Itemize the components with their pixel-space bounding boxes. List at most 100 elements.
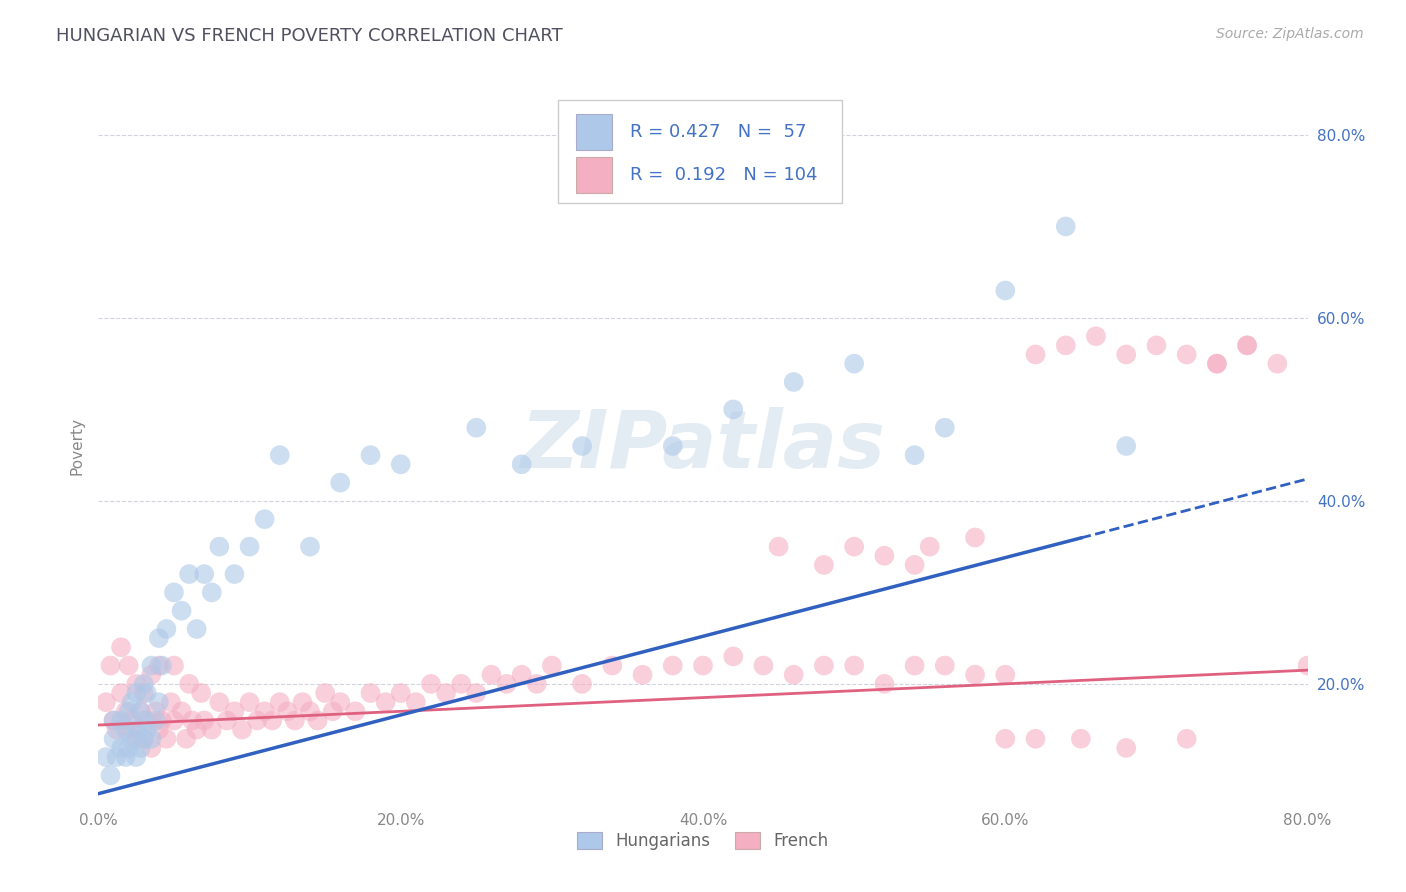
- Point: [934, 658, 956, 673]
- Point: [141, 731, 163, 746]
- Point: [450, 677, 472, 691]
- Point: [186, 622, 208, 636]
- Point: [148, 723, 170, 737]
- Point: [135, 714, 157, 728]
- Point: [103, 731, 125, 746]
- Point: [661, 439, 683, 453]
- Point: [201, 723, 224, 737]
- Point: [1206, 357, 1229, 371]
- Point: [1054, 219, 1077, 234]
- Point: [150, 658, 173, 673]
- Point: [510, 667, 533, 681]
- Point: [125, 731, 148, 746]
- Point: [329, 695, 352, 709]
- Point: [571, 677, 593, 691]
- Point: [121, 714, 143, 728]
- Point: [389, 686, 412, 700]
- Point: [904, 558, 927, 572]
- Point: [844, 357, 866, 371]
- Point: [125, 677, 148, 691]
- Point: [121, 731, 143, 746]
- Point: [873, 677, 896, 691]
- Point: [1206, 357, 1229, 371]
- Point: [110, 740, 132, 755]
- Point: [132, 686, 155, 700]
- Point: [465, 686, 488, 700]
- Point: [752, 658, 775, 673]
- Point: [1175, 347, 1198, 361]
- Point: [1267, 357, 1289, 371]
- Point: [163, 585, 186, 599]
- Point: [114, 750, 136, 764]
- Point: [105, 723, 128, 737]
- Point: [105, 750, 128, 764]
- Point: [135, 723, 157, 737]
- Text: R = 0.427   N =  57: R = 0.427 N = 57: [630, 123, 807, 141]
- Point: [132, 731, 155, 746]
- Point: [179, 567, 201, 582]
- Point: [94, 750, 117, 764]
- Point: [253, 704, 276, 718]
- Point: [526, 677, 548, 691]
- Text: Source: ZipAtlas.com: Source: ZipAtlas.com: [1216, 27, 1364, 41]
- Point: [965, 667, 987, 681]
- Point: [163, 714, 186, 728]
- Point: [276, 704, 298, 718]
- Point: [813, 658, 835, 673]
- Point: [208, 540, 231, 554]
- Point: [1115, 439, 1137, 453]
- Point: [329, 475, 352, 490]
- Point: [114, 704, 136, 718]
- Point: [125, 750, 148, 764]
- Point: [231, 723, 253, 737]
- Point: [1115, 740, 1137, 755]
- Point: [246, 714, 269, 728]
- Point: [269, 695, 291, 709]
- Point: [1175, 731, 1198, 746]
- Point: [132, 731, 155, 746]
- Point: [299, 540, 322, 554]
- Point: [481, 667, 503, 681]
- Point: [994, 284, 1017, 298]
- Point: [121, 695, 143, 709]
- Point: [405, 695, 427, 709]
- Point: [110, 640, 132, 655]
- Point: [299, 704, 322, 718]
- Point: [135, 686, 157, 700]
- Point: [110, 686, 132, 700]
- Point: [1144, 338, 1167, 352]
- Point: [193, 567, 215, 582]
- Point: [360, 686, 382, 700]
- Text: ZIPatlas: ZIPatlas: [520, 407, 886, 485]
- Legend: Hungarians, French: Hungarians, French: [569, 824, 837, 859]
- Point: [965, 531, 987, 545]
- Point: [181, 714, 204, 728]
- Point: [389, 458, 412, 472]
- Point: [692, 658, 714, 673]
- Point: [201, 585, 224, 599]
- Point: [118, 723, 141, 737]
- Point: [918, 540, 941, 554]
- Text: HUNGARIAN VS FRENCH POVERTY CORRELATION CHART: HUNGARIAN VS FRENCH POVERTY CORRELATION …: [56, 27, 562, 45]
- FancyBboxPatch shape: [576, 114, 613, 150]
- Point: [1024, 731, 1046, 746]
- Point: [571, 439, 593, 453]
- Point: [100, 768, 122, 782]
- Point: [179, 677, 201, 691]
- Point: [314, 686, 336, 700]
- FancyBboxPatch shape: [576, 157, 613, 193]
- Point: [141, 658, 163, 673]
- Point: [1085, 329, 1108, 343]
- Point: [420, 677, 443, 691]
- Point: [148, 695, 170, 709]
- Point: [510, 458, 533, 472]
- Point: [723, 649, 745, 664]
- Point: [114, 723, 136, 737]
- Point: [723, 402, 745, 417]
- Point: [540, 658, 562, 673]
- Point: [374, 695, 396, 709]
- Point: [208, 695, 231, 709]
- Point: [994, 667, 1017, 681]
- Point: [291, 695, 314, 709]
- Point: [148, 631, 170, 645]
